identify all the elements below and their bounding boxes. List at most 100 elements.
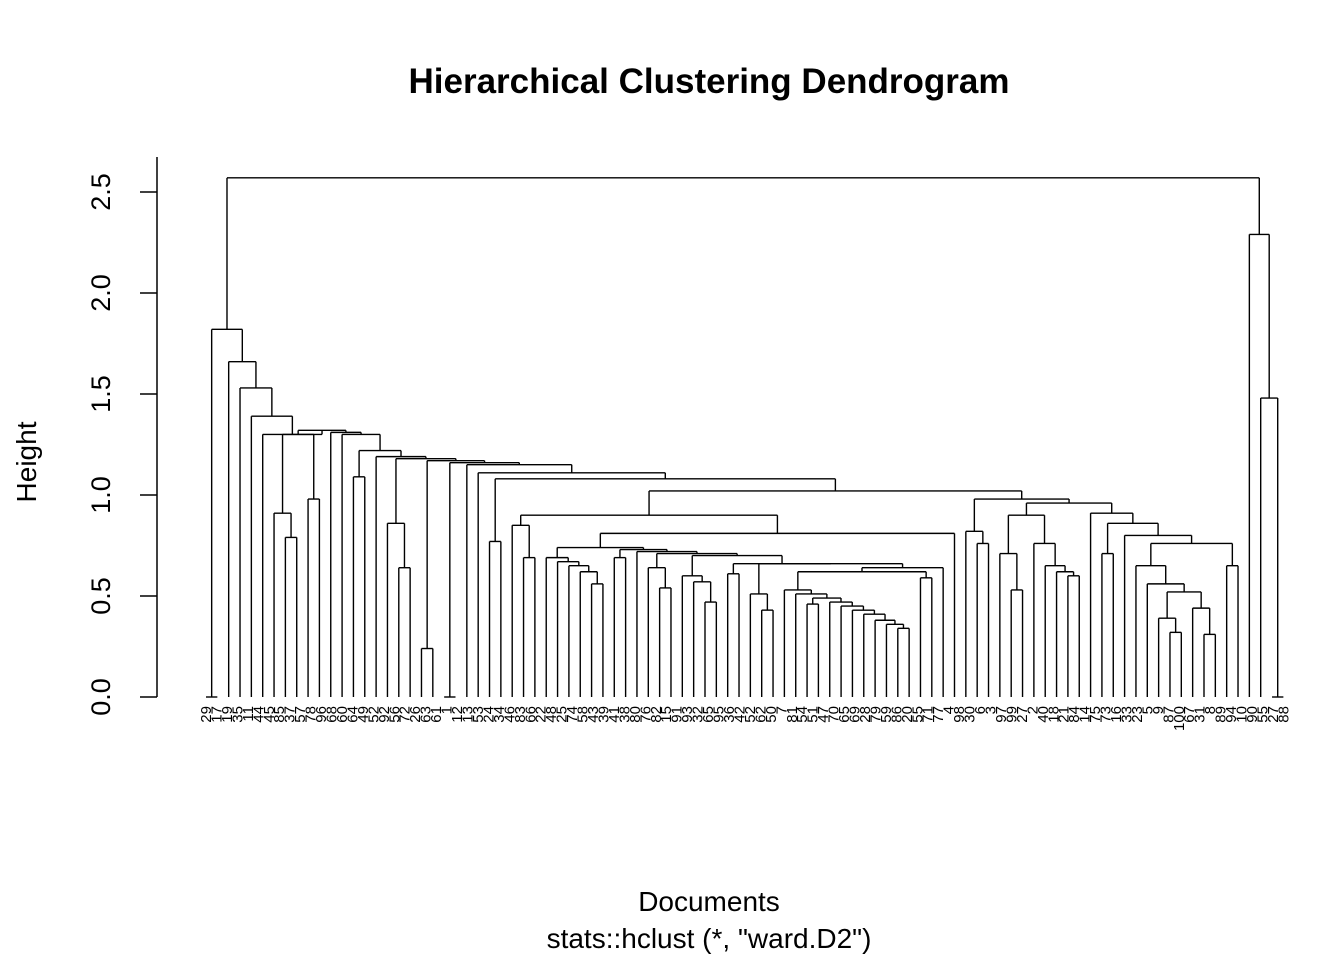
leaf-label: 29 (198, 706, 215, 723)
leaf-label: 89 (1213, 706, 1230, 723)
x-axis-label: Documents (638, 886, 780, 917)
leaf-label: 19 (219, 706, 236, 723)
leaf-label: 46 (501, 706, 518, 723)
leaf-label: 11 (240, 706, 257, 722)
leaf-label: 40 (1035, 706, 1052, 723)
leaf-label: 45 (261, 706, 278, 723)
leaf-label: 30 (962, 706, 979, 723)
leaf-label: 66 (522, 706, 539, 723)
leaf-label: 36 (721, 706, 738, 723)
leaf-label: 81 (784, 706, 801, 723)
leaf-label: 72 (397, 706, 414, 723)
leaf-label: 76 (637, 706, 654, 723)
leaf-label: 74 (564, 706, 581, 723)
leaf-label: 37 (282, 706, 299, 723)
leaf-label: 75 (1087, 706, 1104, 723)
leaf-label: 18 (1045, 706, 1062, 723)
leaf-label: 16 (1108, 706, 1125, 723)
leaf-label: 65 (700, 706, 717, 723)
leaf-label: 77 (930, 706, 947, 723)
leaf-label: 6 (972, 706, 989, 714)
leaf-label: 35 (229, 706, 246, 723)
leaf-label: 22 (533, 706, 550, 723)
leaf-label: 63 (418, 706, 435, 723)
leaf-label: 54 (794, 706, 811, 723)
leaf-label: 52 (365, 706, 382, 723)
leaf-label: 92 (376, 706, 393, 723)
leaf-label: 39 (595, 706, 612, 723)
leaf-label: 28 (857, 706, 874, 723)
y-tick-label: 2.5 (86, 173, 116, 211)
leaf-label: 67 (1181, 706, 1198, 723)
leaf-label: 86 (888, 706, 905, 723)
leaf-label: 1 (439, 706, 456, 714)
leaf-label: 62 (752, 706, 769, 723)
method-sublabel: stats::hclust (*, "ward.D2") (547, 923, 872, 954)
leaf-label: 93 (679, 706, 696, 723)
leaf-label: 13 (460, 706, 477, 723)
leaf-label: 79 (867, 706, 884, 723)
leaf-label: 83 (512, 706, 529, 723)
leaf-label: 61 (428, 706, 445, 723)
leaf-label: 3 (983, 706, 1000, 714)
leaf-label: 24 (480, 706, 497, 723)
leaf-label: 50 (763, 706, 780, 723)
leaf-label: 88 (1275, 706, 1292, 723)
leaf-label: 27 (1014, 706, 1031, 723)
leaf-label: 96 (313, 706, 330, 723)
leaf-label: 100 (1171, 706, 1188, 731)
leaf-label: 82 (648, 706, 665, 723)
leaf-label: 94 (1223, 706, 1240, 723)
leaf-label: 27 (1265, 706, 1282, 723)
y-tick-label: 2.0 (86, 274, 116, 312)
leaf-label: 87 (1160, 706, 1177, 723)
dendrogram-tree (206, 177, 1284, 698)
y-tick-label: 1.5 (86, 375, 116, 413)
leaf-label: 65 (836, 706, 853, 723)
leaf-label: 38 (616, 706, 633, 723)
leaf-label: 9 (1150, 706, 1167, 714)
leaf-label: 56 (386, 706, 403, 723)
chart-title: Hierarchical Clustering Dendrogram (409, 62, 1010, 101)
leaf-label: 48 (543, 706, 560, 723)
leaf-label: 80 (627, 706, 644, 723)
leaf-label: 20 (899, 706, 916, 723)
leaf-label: 26 (407, 706, 424, 723)
leaf-label: 59 (878, 706, 895, 723)
leaf-labels: 2917193511444585375778966860644952925672… (198, 706, 1292, 731)
leaf-label: 60 (334, 706, 351, 723)
leaf-label: 64 (344, 706, 361, 723)
leaf-label: 12 (449, 706, 466, 723)
leaf-label: 14 (1077, 706, 1094, 723)
leaf-label: 84 (1066, 706, 1083, 723)
leaf-label: 97 (993, 706, 1010, 723)
leaf-label: 4 (941, 706, 958, 714)
leaf-label: 32 (690, 706, 707, 723)
y-tick-label: 0.5 (86, 577, 116, 615)
leaf-label: 55 (909, 706, 926, 723)
leaf-label: 42 (731, 706, 748, 723)
y-tick-label: 1.0 (86, 476, 116, 514)
y-axis: 0.0 0.5 1.0 1.5 2.0 2.5 (86, 157, 158, 716)
leaf-label: 15 (658, 706, 675, 723)
leaf-label: 57 (292, 706, 309, 723)
leaf-label: 90 (1244, 706, 1261, 723)
leaf-label: 98 (951, 706, 968, 723)
leaf-label: 71 (920, 706, 937, 723)
leaf-label: 5 (1139, 706, 1156, 714)
leaf-label: 58 (575, 706, 592, 723)
leaf-label: 55 (1254, 706, 1271, 723)
leaf-label: 41 (606, 706, 623, 723)
leaf-label: 33 (1118, 706, 1135, 723)
leaf-label: 23 (1129, 706, 1146, 723)
leaf-label: 25 (554, 706, 571, 723)
leaf-label: 7 (773, 706, 790, 714)
leaf-label: 47 (815, 706, 832, 723)
leaf-label: 69 (847, 706, 864, 723)
leaf-label: 78 (303, 706, 320, 723)
leaf-label: 68 (324, 706, 341, 723)
leaf-label: 85 (271, 706, 288, 723)
leaf-label: 49 (355, 706, 372, 723)
leaf-label: 21 (1056, 706, 1073, 723)
